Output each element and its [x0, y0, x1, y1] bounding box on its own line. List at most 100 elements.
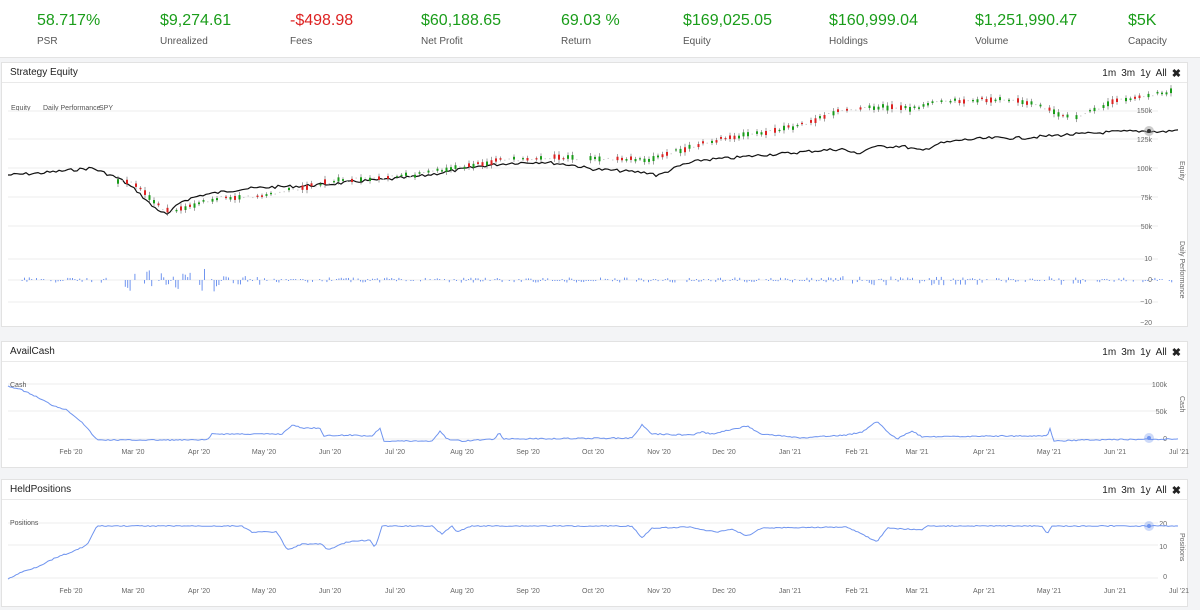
equity-candle — [1093, 107, 1096, 112]
range-3m-button[interactable]: 3m — [1121, 347, 1136, 358]
daily-performance-bar — [777, 280, 779, 282]
equity-candle — [1156, 91, 1159, 94]
equity-candle — [243, 197, 245, 199]
equity-candle — [139, 187, 142, 190]
daily-performance-bar — [67, 277, 69, 280]
daily-performance-bar — [1036, 280, 1038, 281]
range-selector: 1m 3m 1y All ✖ — [1102, 67, 1181, 80]
daily-performance-bar — [312, 280, 313, 282]
equity-candle — [693, 146, 695, 148]
daily-performance-bar — [489, 280, 491, 281]
daily-performance-bar — [758, 278, 760, 280]
equity-candle — [625, 159, 628, 161]
daily-performance-bar — [244, 276, 246, 280]
daily-performance-bar — [619, 280, 621, 283]
daily-performance-bar — [477, 278, 479, 280]
daily-performance-bar — [768, 280, 769, 281]
daily-performance-bar — [1168, 280, 1170, 281]
daily-performance-bar — [36, 278, 37, 280]
month-tick-label: May '20 — [252, 449, 276, 456]
range-1m-button[interactable]: 1m — [1102, 68, 1117, 79]
stat-value: 69.03 % — [561, 12, 620, 29]
daily-performance-bar — [715, 280, 717, 282]
range-1m-button[interactable]: 1m — [1102, 485, 1117, 496]
month-tick-label: Feb '21 — [845, 588, 868, 595]
daily-performance-bar — [626, 277, 628, 280]
range-all-button[interactable]: All — [1155, 485, 1167, 496]
daily-performance-bar — [60, 280, 61, 282]
range-1y-button[interactable]: 1y — [1140, 68, 1151, 79]
stat-value: $160,999.04 — [829, 12, 918, 29]
daily-performance-bar — [972, 278, 973, 280]
equity-candle — [1161, 92, 1163, 95]
month-tick-label: Aug '20 — [450, 449, 474, 456]
range-all-button[interactable]: All — [1155, 347, 1167, 358]
equity-candle — [639, 158, 641, 160]
range-3m-button[interactable]: 3m — [1121, 68, 1136, 79]
range-3m-button[interactable]: 3m — [1121, 485, 1136, 496]
daily-performance-bar — [789, 280, 791, 281]
daily-performance-bar — [861, 280, 863, 281]
daily-performance-bar — [1080, 280, 1081, 284]
equity-candle — [801, 122, 803, 125]
daily-performance-bar — [600, 277, 601, 280]
daily-performance-bar — [640, 278, 642, 280]
daily-performance-bar — [249, 279, 251, 280]
daily-performance-bar — [717, 278, 719, 280]
daily-performance-bar — [964, 280, 966, 285]
equity-candle — [841, 110, 843, 112]
equity-candle — [283, 191, 285, 193]
daily-performance-bar — [376, 278, 378, 280]
daily-performance-bar — [482, 280, 484, 282]
daily-performance-bar — [319, 279, 321, 280]
daily-performance-bar — [1010, 279, 1012, 280]
daily-performance-bar — [468, 279, 469, 280]
stat-value: -$498.98 — [290, 12, 354, 29]
daily-performance-bar — [216, 280, 217, 287]
daily-performance-bar — [732, 278, 733, 280]
close-icon[interactable]: ✖ — [1171, 347, 1181, 359]
stat-label: Volume — [975, 36, 1009, 47]
daily-performance-bar — [691, 280, 693, 281]
cash-tick-label: 50k — [1156, 409, 1168, 416]
stat-label: Fees — [290, 36, 313, 47]
daily-performance-bar — [266, 280, 268, 281]
equity-candle — [796, 124, 799, 127]
equity-candle — [202, 200, 205, 202]
daily-performance-bar — [72, 278, 73, 280]
daily-performance-bar — [494, 279, 496, 280]
month-tick-label: Sep '20 — [516, 588, 540, 595]
range-1y-button[interactable]: 1y — [1140, 485, 1151, 496]
month-tick-label: Jul '21 — [1169, 449, 1189, 456]
equity-candle — [378, 176, 380, 180]
equity-candle — [153, 200, 155, 204]
daily-performance-bar — [595, 280, 597, 281]
daily-performance-bar — [811, 277, 813, 280]
daily-performance-bar — [612, 280, 613, 282]
daily-performance-bar — [91, 280, 93, 283]
equity-candle — [373, 177, 375, 179]
daily-performance-bar — [592, 280, 594, 282]
month-tick-label: Oct '20 — [582, 588, 604, 595]
equity-candle — [126, 179, 128, 184]
daily-performance-bar — [40, 279, 42, 280]
daily-performance-bar — [172, 276, 174, 280]
range-1m-button[interactable]: 1m — [1102, 347, 1117, 358]
daily-performance-bar — [799, 280, 801, 281]
equity-candle — [216, 198, 218, 201]
daily-performance-bar — [1060, 280, 1062, 285]
range-1y-button[interactable]: 1y — [1140, 347, 1151, 358]
daily-performance-bar — [1024, 280, 1026, 282]
equity-candle — [1170, 88, 1172, 94]
range-all-button[interactable]: All — [1155, 68, 1167, 79]
equity-candle — [337, 177, 340, 182]
equity-candle — [495, 158, 497, 162]
daily-performance-bar — [667, 278, 669, 280]
daily-performance-bar — [456, 280, 457, 281]
equity-candle — [837, 109, 839, 112]
daily-performance-bar — [372, 278, 373, 280]
close-icon[interactable]: ✖ — [1171, 485, 1181, 497]
daily-performance-bar — [794, 279, 796, 280]
month-tick-label: Apr '20 — [188, 588, 210, 595]
close-icon[interactable]: ✖ — [1171, 68, 1181, 80]
